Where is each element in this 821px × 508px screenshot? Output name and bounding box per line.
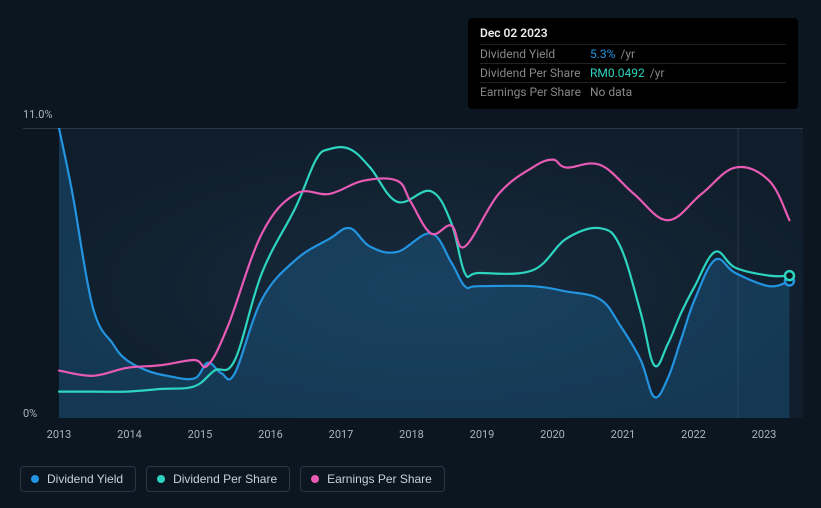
legend-label: Dividend Yield [47,472,123,486]
legend-label: Earnings Per Share [327,472,432,486]
chart-tooltip: Dec 02 2023 Dividend Yield5.3% /yrDivide… [468,18,798,109]
tooltip-row: Dividend Yield5.3% /yr [480,44,786,63]
xaxis-tick: 2016 [258,428,283,441]
legend-item[interactable]: Earnings Per Share [300,466,445,492]
xaxis-tick: 2022 [681,428,706,441]
legend-dot-icon [311,475,319,483]
tooltip-date: Dec 02 2023 [480,26,786,40]
xaxis-tick: 2021 [611,428,636,441]
tooltip-row-value: 5.3% /yr [590,47,786,61]
legend-dot-icon [31,475,39,483]
line-chart-svg [23,128,803,418]
chart-area[interactable] [23,128,803,418]
xaxis-tick: 2018 [399,428,424,441]
tooltip-row-label: Earnings Per Share [480,85,590,99]
tooltip-row-value: RM0.0492 /yr [590,66,786,80]
xaxis-tick: 2013 [47,428,72,441]
tooltip-row-value: No data [590,85,786,99]
legend-label: Dividend Per Share [173,472,277,486]
legend-dot-icon [157,475,165,483]
xaxis-tick: 2019 [470,428,495,441]
xaxis-tick: 2015 [188,428,213,441]
tooltip-row-label: Dividend Per Share [480,66,590,80]
xaxis-tick: 2014 [117,428,142,441]
legend-item[interactable]: Dividend Per Share [146,466,290,492]
legend-item[interactable]: Dividend Yield [20,466,136,492]
tooltip-row: Earnings Per ShareNo data [480,82,786,101]
tooltip-row-label: Dividend Yield [480,47,590,61]
legend: Dividend Yield Dividend Per Share Earnings… [20,466,445,492]
xaxis-tick: 2017 [329,428,354,441]
xaxis-tick: 2020 [540,428,565,441]
yaxis-max-label: 11.0% [23,108,53,121]
xaxis-tick: 2023 [752,428,777,441]
tooltip-row: Dividend Per ShareRM0.0492 /yr [480,63,786,82]
